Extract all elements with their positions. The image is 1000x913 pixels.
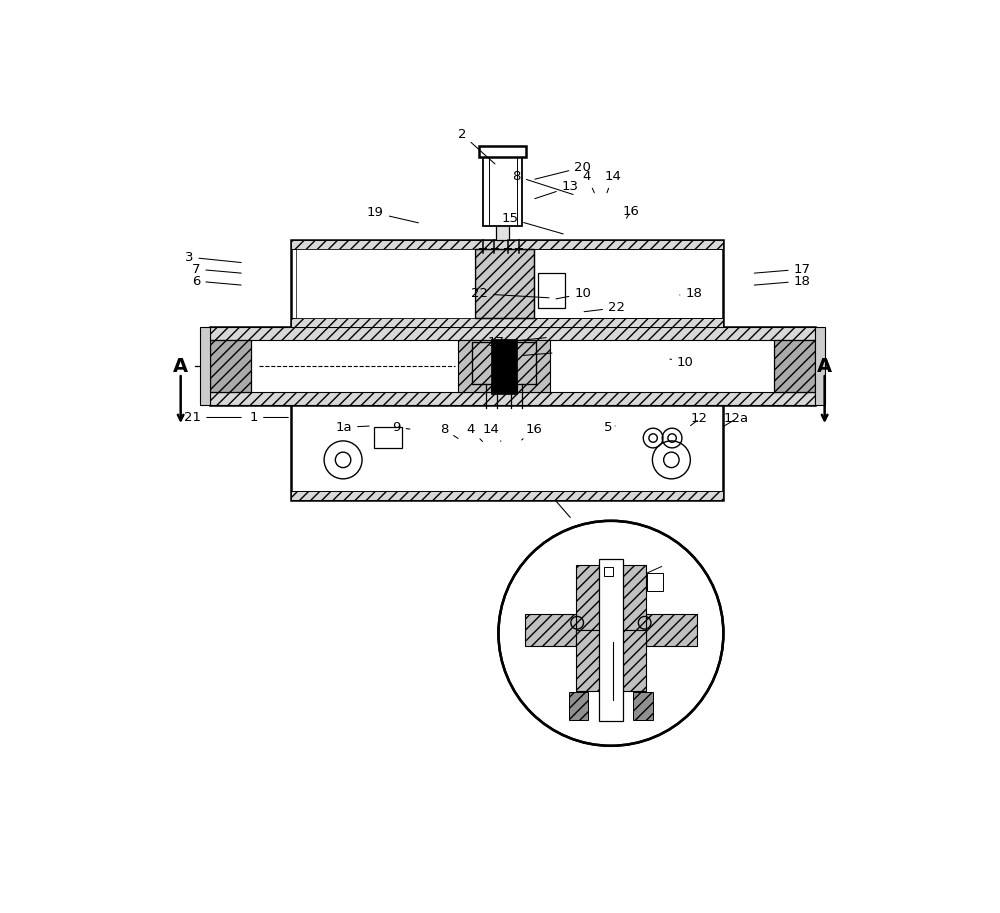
Bar	[538, 273, 565, 308]
Text: 13: 13	[535, 181, 579, 199]
Text: 15: 15	[501, 212, 563, 234]
Text: 4: 4	[583, 170, 594, 193]
Bar	[491, 339, 517, 394]
Bar	[815, 328, 825, 404]
Text: 3: 3	[185, 251, 241, 264]
Text: 20: 20	[535, 161, 591, 179]
Bar	[374, 427, 402, 448]
Text: 1a: 1a	[335, 421, 369, 434]
Bar	[458, 341, 491, 393]
Text: 10: 10	[670, 356, 694, 369]
Text: 5: 5	[604, 421, 615, 434]
Text: 21: 21	[184, 411, 241, 424]
Text: 22: 22	[584, 301, 625, 314]
Bar	[291, 239, 723, 328]
Bar	[646, 614, 697, 646]
Bar	[633, 692, 653, 720]
Bar	[479, 146, 526, 157]
Bar	[475, 248, 534, 319]
Bar	[496, 225, 509, 239]
Bar	[291, 404, 723, 499]
Bar	[210, 328, 815, 404]
Bar	[200, 328, 210, 404]
Bar	[296, 248, 475, 319]
Text: 17: 17	[487, 337, 546, 350]
Text: 16: 16	[622, 205, 639, 218]
Text: 22: 22	[471, 288, 549, 300]
Text: 11a: 11a	[492, 351, 552, 363]
Bar	[472, 341, 536, 383]
Text: 12: 12	[690, 413, 708, 425]
Text: 8: 8	[513, 170, 573, 194]
Bar	[472, 341, 536, 383]
Text: 12a: 12a	[723, 413, 749, 425]
Text: 9: 9	[392, 421, 410, 434]
Text: 1: 1	[250, 411, 288, 424]
Bar	[483, 157, 522, 226]
Bar	[210, 341, 251, 393]
Bar	[774, 341, 815, 393]
Text: 14: 14	[483, 423, 501, 441]
Text: 4: 4	[467, 423, 482, 442]
Bar	[569, 692, 588, 720]
Bar	[291, 239, 723, 248]
Text: 18: 18	[680, 288, 702, 300]
Text: 8: 8	[440, 423, 458, 438]
Bar	[576, 565, 646, 630]
Bar	[210, 393, 815, 404]
Text: 2: 2	[458, 128, 495, 164]
Text: 19: 19	[367, 206, 418, 223]
Text: 7: 7	[192, 263, 241, 276]
Bar	[647, 572, 663, 591]
Text: 14: 14	[605, 170, 621, 193]
Bar	[291, 491, 723, 499]
Bar	[291, 319, 723, 328]
Text: 10: 10	[556, 288, 591, 300]
Bar	[517, 341, 550, 393]
Text: 17: 17	[754, 263, 811, 276]
Text: 16: 16	[522, 423, 542, 440]
Bar	[576, 630, 646, 691]
Text: A: A	[817, 357, 832, 375]
Circle shape	[498, 520, 723, 746]
Text: A: A	[173, 357, 188, 375]
Bar	[210, 328, 815, 341]
Bar	[475, 248, 534, 319]
Text: 18: 18	[754, 275, 811, 288]
Text: 6: 6	[192, 275, 241, 288]
Bar	[604, 567, 613, 576]
Bar	[525, 614, 576, 646]
Bar	[599, 560, 623, 721]
